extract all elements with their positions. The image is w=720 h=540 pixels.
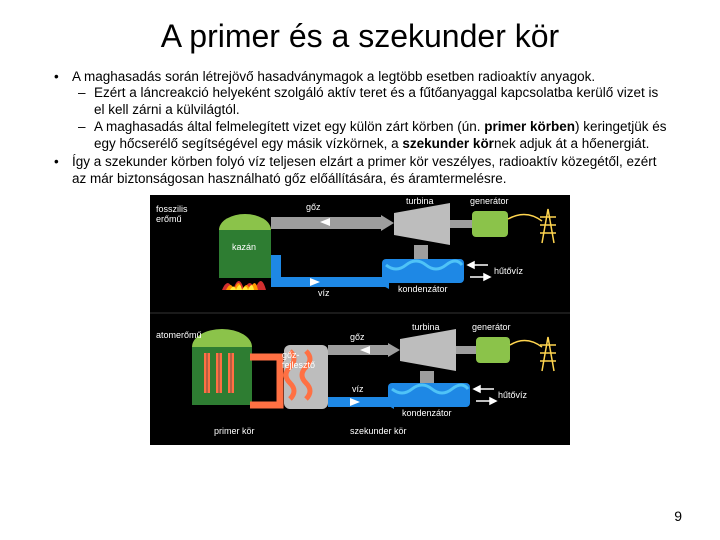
power-plant-diagram: fossziliserőmű atomerőmű gőz turbina gen… [150, 195, 570, 445]
label-hutoviz-1: hűtővíz [494, 267, 523, 277]
label-turbina-1: turbina [406, 197, 434, 207]
page-number: 9 [674, 508, 682, 524]
label-gozfejleszto: gőz-fejlesztő [282, 351, 315, 371]
bullet-1-sub: Ezért a láncreakció helyeként szolgáló a… [72, 85, 672, 152]
bullet-2-text: Így a szekunder körben folyó víz teljese… [72, 154, 657, 185]
label-viz-2: víz [352, 385, 364, 395]
label-turbina-2: turbina [412, 323, 440, 333]
label-atom: atomerőmű [156, 331, 202, 341]
bullet-1-text: A maghasadás során létrejövő hasadványma… [72, 69, 595, 84]
label-goz-2: gőz [350, 333, 365, 343]
label-kondenzator-2: kondenzátor [402, 409, 452, 419]
diagram-svg [150, 195, 570, 445]
bullet-1-sub-2: A maghasadás által felmelegített vizet e… [94, 119, 672, 152]
bullet-1: A maghasadás során létrejövő hasadványma… [72, 69, 672, 152]
label-kazan: kazán [232, 243, 256, 253]
bullet-list: A maghasadás során létrejövő hasadványma… [48, 69, 672, 187]
slide-title: A primer és a szekunder kör [48, 18, 672, 55]
bullet-2: Így a szekunder körben folyó víz teljese… [72, 154, 672, 187]
label-szekunder-kor: szekunder kör [350, 427, 407, 437]
label-fossil: fossziliserőmű [156, 205, 188, 225]
label-generator-2: generátor [472, 323, 511, 333]
bullet-1-sub-1: Ezért a láncreakció helyeként szolgáló a… [94, 85, 672, 118]
diagram-container: fossziliserőmű atomerőmű gőz turbina gen… [48, 195, 672, 445]
label-hutoviz-2: hűtővíz [498, 391, 527, 401]
label-goz-1: gőz [306, 203, 321, 213]
slide: A primer és a szekunder kör A maghasadás… [0, 0, 720, 540]
label-primer-kor: primer kör [214, 427, 255, 437]
label-generator-1: generátor [470, 197, 509, 207]
label-kondenzator-1: kondenzátor [398, 285, 448, 295]
label-viz-1: víz [318, 289, 330, 299]
